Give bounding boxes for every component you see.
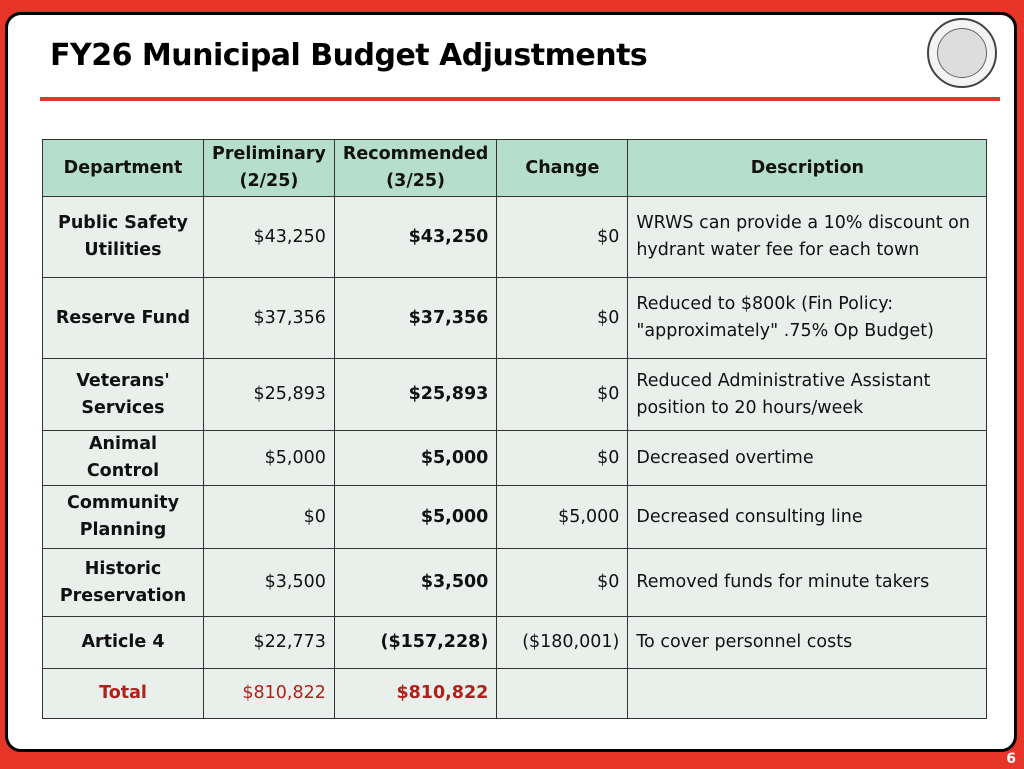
table-row: Animal Control $5,000 $5,000 $0 Decreased ov…	[42, 430, 988, 486]
cell-preliminary: $43,250	[203, 196, 335, 278]
cell-preliminary: $0	[203, 485, 335, 549]
cell-recommended: $810,822	[333, 668, 498, 719]
cell-department: Veterans' Services	[42, 358, 204, 431]
cell-department: Animal Control	[42, 430, 204, 486]
cell-change: ($180,001)	[496, 616, 629, 669]
cell-preliminary: $37,356	[203, 277, 335, 359]
budget-table: Department Preliminary (2/25) Recommende…	[42, 139, 988, 719]
cell-department: Community Planning	[42, 485, 204, 549]
cell-department: Historic Preservation	[42, 548, 204, 617]
cell-description	[627, 668, 988, 719]
cell-description: Decreased overtime	[627, 430, 988, 486]
cell-change	[496, 668, 629, 719]
cell-change: $0	[496, 277, 629, 359]
cell-preliminary: $22,773	[203, 616, 335, 669]
table-row: Community Planning $0 $5,000 $5,000 Decrease…	[42, 485, 988, 549]
cell-preliminary: $5,000	[203, 430, 335, 486]
cell-change: $5,000	[496, 485, 629, 549]
cell-description: Decreased consulting line	[627, 485, 988, 549]
cell-description: Removed funds for minute takers	[627, 548, 988, 617]
cell-recommended: $37,356	[333, 277, 498, 359]
cell-change: $0	[496, 430, 629, 486]
cell-recommended: $3,500	[333, 548, 498, 617]
table-row: Historic Preservation $3,500 $3,500 $0 Remov…	[42, 548, 988, 617]
table-row: Reserve Fund $37,356 $37,356 $0 Reduced to $…	[42, 277, 988, 359]
cell-recommended: $43,250	[333, 196, 498, 278]
header-change: Change	[496, 139, 629, 197]
title-divider	[40, 97, 1000, 101]
cell-recommended: $5,000	[333, 485, 498, 549]
cell-department: Total	[42, 668, 204, 719]
town-seal-icon	[927, 18, 997, 88]
cell-description: WRWS can provide a 10% discount on hydra…	[627, 196, 988, 278]
table-row: Public Safety Utilities $43,250 $43,250 $0 W…	[42, 196, 988, 278]
header-recommended: Recommended (3/25)	[333, 139, 498, 197]
cell-department: Reserve Fund	[42, 277, 204, 359]
table-row: Veterans' Services $25,893 $25,893 $0 Reduce…	[42, 358, 988, 431]
cell-recommended: $25,893	[333, 358, 498, 431]
cell-recommended: ($157,228)	[333, 616, 498, 669]
header-description: Description	[627, 139, 988, 197]
page-number: 6	[1006, 751, 1016, 767]
cell-description: Reduced Administrative Assistant positio…	[627, 358, 988, 431]
cell-preliminary: $810,822	[203, 668, 335, 719]
header-preliminary: Preliminary (2/25)	[203, 139, 335, 197]
header-department: Department	[42, 139, 204, 197]
cell-recommended: $5,000	[333, 430, 498, 486]
table-row: Article 4 $22,773 ($157,228) ($180,001) To c…	[42, 616, 988, 669]
cell-description: To cover personnel costs	[627, 616, 988, 669]
total-row: Total $810,822 $810,822	[42, 668, 988, 719]
cell-change: $0	[496, 358, 629, 431]
cell-description: Reduced to $800k (Fin Policy: "approxima…	[627, 277, 988, 359]
cell-change: $0	[496, 196, 629, 278]
cell-change: $0	[496, 548, 629, 617]
cell-preliminary: $3,500	[203, 548, 335, 617]
cell-preliminary: $25,893	[203, 358, 335, 431]
slide-title: FY26 Municipal Budget Adjustments	[50, 38, 648, 73]
cell-department: Article 4	[42, 616, 204, 669]
cell-department: Public Safety Utilities	[42, 196, 204, 278]
